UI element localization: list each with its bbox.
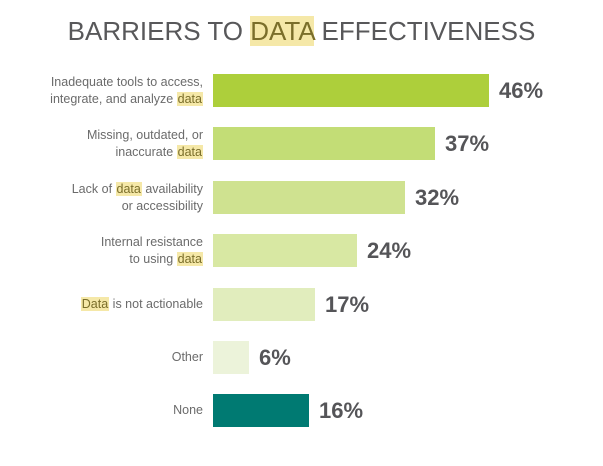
value-label: 24%	[367, 238, 412, 264]
bar	[213, 180, 405, 214]
bar	[213, 234, 357, 268]
label-text: None	[173, 403, 203, 418]
label-text: inaccurate	[115, 145, 177, 160]
label-line1: Other	[3, 349, 203, 366]
value-label: 6%	[259, 345, 291, 370]
label-text: integrate, and analyze	[50, 92, 177, 106]
label-line1: Lack of data availability	[3, 181, 203, 198]
label-line1: Inadequate tools to access,	[3, 74, 203, 91]
bar	[213, 394, 309, 428]
label-line1: None	[3, 402, 203, 419]
label-line2: to using data	[3, 251, 203, 268]
label-text: availability	[141, 181, 203, 196]
title-before: BARRIERS TO	[67, 16, 251, 46]
label-line2: integrate, and analyze data	[3, 91, 203, 108]
label-line1: Data is not actionable	[3, 296, 203, 313]
category-label: Data is not actionable	[3, 296, 203, 313]
label-text: Internal resistance	[100, 235, 203, 250]
label-line1: Internal resistance	[3, 234, 203, 251]
value-label: 37%	[445, 131, 490, 157]
label-line2: or accessibility	[3, 198, 203, 215]
label-text: Missing, outdated, or	[86, 128, 203, 143]
label-line1: Missing, outdated, or	[3, 127, 203, 144]
bar	[213, 127, 435, 161]
bar	[213, 74, 489, 107]
label-text: Other	[171, 350, 203, 364]
title-highlight: DATA	[250, 16, 315, 46]
highlight-word: data	[176, 252, 203, 267]
label-text: is not actionable	[109, 296, 203, 311]
value-label: 16%	[319, 398, 364, 424]
category-label: Other	[3, 349, 203, 366]
value-label: 32%	[415, 184, 460, 210]
category-label: Internal resistance to using data	[3, 234, 203, 268]
label-text: Lack of	[71, 181, 116, 196]
value-label: 46%	[499, 78, 544, 103]
category-label: Missing, outdated, or inaccurate data	[3, 127, 203, 161]
highlight-word: Data	[80, 296, 110, 311]
highlight-word: data	[115, 181, 142, 196]
highlight-word: data	[176, 145, 203, 160]
category-label: Lack of data availability or accessibilit…	[3, 181, 203, 215]
highlight-word: data	[176, 92, 203, 106]
label-text: or accessibility	[121, 198, 203, 213]
category-label: Inadequate tools to access, integrate, an…	[3, 74, 203, 108]
label-line2: inaccurate data	[3, 144, 203, 161]
category-label: None	[3, 402, 203, 419]
bar	[213, 287, 315, 321]
label-text: to using	[129, 252, 177, 267]
bar	[213, 341, 249, 374]
title-after: EFFECTIVENESS	[314, 16, 536, 46]
value-label: 17%	[325, 291, 370, 317]
chart-title: BARRIERS TO DATA EFFECTIVENESS	[0, 16, 603, 47]
label-text: Inadequate tools to access,	[50, 75, 203, 89]
